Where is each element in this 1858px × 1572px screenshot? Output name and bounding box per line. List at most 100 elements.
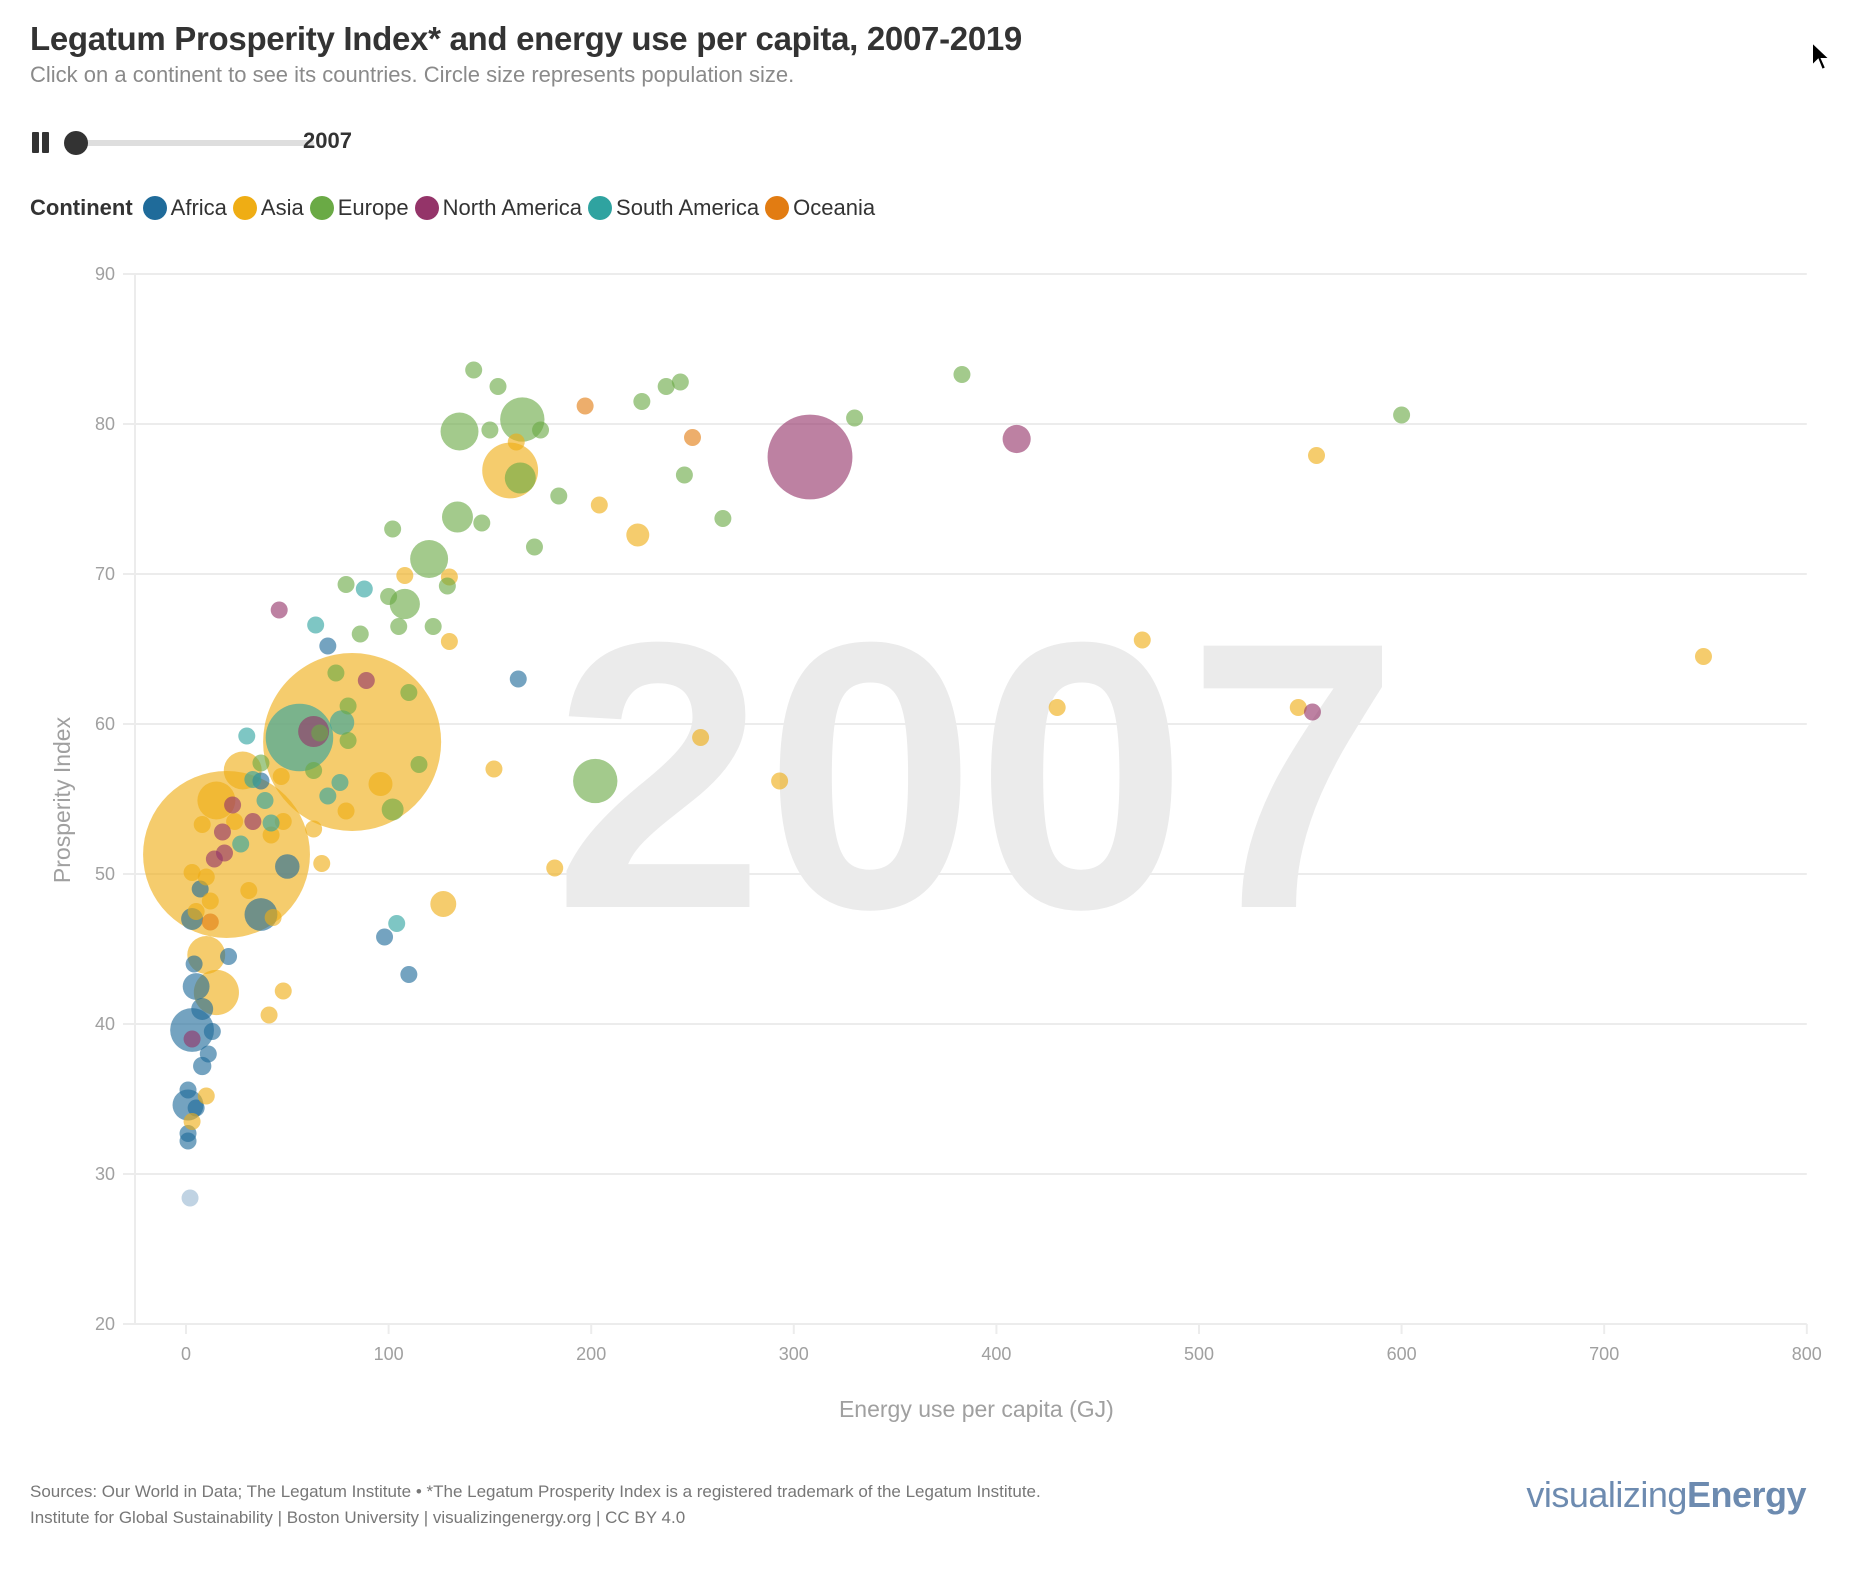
y-tick-label: 40 [95, 1014, 115, 1034]
x-tick-label: 800 [1792, 1344, 1822, 1364]
pause-button[interactable] [30, 132, 52, 154]
bubble-europe [339, 732, 357, 749]
bubble-oceania [576, 397, 594, 415]
x-tick-label: 600 [1387, 1344, 1417, 1364]
bubble-south-america [319, 787, 337, 805]
bubble-africa [191, 998, 214, 1020]
bubble-africa [275, 854, 300, 879]
bubble-asia [1048, 699, 1066, 716]
legend-item-europe[interactable]: Europe [309, 195, 409, 221]
bubbles [143, 361, 1712, 1207]
bubble-asia [187, 903, 205, 920]
y-tick-label: 70 [95, 564, 115, 584]
bubble-africa [319, 637, 337, 655]
bubble-europe [424, 618, 442, 635]
visualizing-energy-logo: visualizingEnergy [1526, 1474, 1806, 1516]
bubble-asia [430, 891, 457, 917]
legend-label: South America [616, 195, 760, 220]
legend-item-asia[interactable]: Asia [232, 195, 304, 221]
bubble-europe [465, 361, 483, 379]
legend-label: Africa [170, 195, 227, 220]
bubble-europe [675, 466, 693, 484]
y-tick-label: 60 [95, 714, 115, 734]
bubble-europe [351, 625, 369, 643]
bubble-europe [410, 540, 449, 578]
bubble-asia [368, 771, 393, 797]
bubble-europe [671, 373, 689, 391]
bubble-africa [376, 928, 394, 946]
bubble-asia [692, 729, 710, 746]
bubble-north-america [1002, 424, 1031, 454]
legend-item-north-america[interactable]: North America [414, 195, 582, 221]
legend-label: Oceania [793, 195, 876, 220]
bubble-asia [313, 855, 331, 872]
slider-track[interactable] [76, 140, 314, 146]
bubble-europe [252, 754, 270, 772]
legend-swatch-africa [142, 196, 167, 220]
bubble-asia [305, 820, 323, 838]
bubble-asia [183, 1113, 201, 1130]
bubble-africa [199, 1045, 217, 1063]
bubble-south-america [232, 835, 250, 853]
chart-title: Legatum Prosperity Index* and energy use… [30, 20, 1022, 57]
axes: 20 30 40 50 60 70 80 90 0 100 200 300 400 500 600 700 80… [95, 264, 1822, 1364]
bubble-oceania [684, 429, 701, 446]
bubble-europe [390, 618, 408, 635]
bubble-europe [532, 421, 550, 439]
bubble-south-america [388, 915, 406, 932]
x-axis-title: Energy use per capita (GJ) [839, 1396, 1114, 1422]
legend-label: Europe [337, 195, 409, 220]
bubble-africa [185, 955, 203, 973]
year-slider[interactable] [64, 131, 314, 155]
bubble-oceania [201, 913, 219, 931]
bubble-asia [1308, 447, 1326, 464]
bubble-north-america [1303, 703, 1321, 721]
x-tick-label: 200 [576, 1344, 606, 1364]
legend-item-south-america[interactable]: South America [588, 195, 759, 221]
bubble-europe [380, 588, 398, 605]
y-tick-label: 30 [95, 1164, 115, 1184]
bubble-asia [197, 868, 215, 886]
bubble-south-america [307, 616, 325, 634]
bubble-asia [1133, 631, 1151, 649]
bubble-europe [339, 697, 357, 715]
bubble-africa [509, 670, 527, 688]
x-tick-label: 400 [981, 1344, 1011, 1364]
bubble-africa [179, 1081, 197, 1099]
bubble-north-america [357, 672, 375, 689]
mouse-cursor-icon [1811, 40, 1832, 72]
bubble-asia [197, 1087, 215, 1105]
bubble-asia [396, 567, 414, 584]
bubble-south-america [244, 771, 262, 788]
bubble-europe [410, 756, 428, 773]
bubble-south-america [355, 580, 373, 598]
bubble-north-america [767, 414, 853, 500]
y-tick-label: 90 [95, 264, 115, 284]
bubble-south-america [262, 814, 280, 832]
bubble-asia [485, 760, 503, 778]
playback-controls: 2007 [30, 126, 450, 158]
bubble-africa-no-data [181, 1189, 199, 1207]
legend-item-africa[interactable]: Africa [142, 195, 227, 221]
bubble-asia [226, 813, 244, 830]
bubble-asia [1694, 648, 1712, 665]
logo-light-text: visualizing [1526, 1474, 1687, 1515]
bubble-europe [438, 577, 456, 595]
x-tick-label: 700 [1589, 1344, 1619, 1364]
bubble-asia [546, 859, 564, 877]
legend-swatch-south-america [588, 196, 613, 220]
bubble-europe [714, 510, 732, 527]
bubble-europe [657, 378, 675, 395]
bubble-europe [489, 378, 507, 395]
bubble-europe [381, 798, 404, 821]
legend-swatch-north-america [414, 196, 439, 220]
legend-item-oceania[interactable]: Oceania [765, 195, 875, 221]
bubble-asia [183, 864, 201, 881]
bubble-asia [771, 772, 789, 790]
bubble-asia [240, 882, 258, 899]
y-axis-title: Prosperity Index [49, 716, 75, 883]
bubble-asia [337, 802, 355, 820]
bubble-asia [1289, 699, 1307, 716]
bubble-africa [182, 973, 210, 1000]
slider-handle[interactable] [64, 131, 88, 155]
